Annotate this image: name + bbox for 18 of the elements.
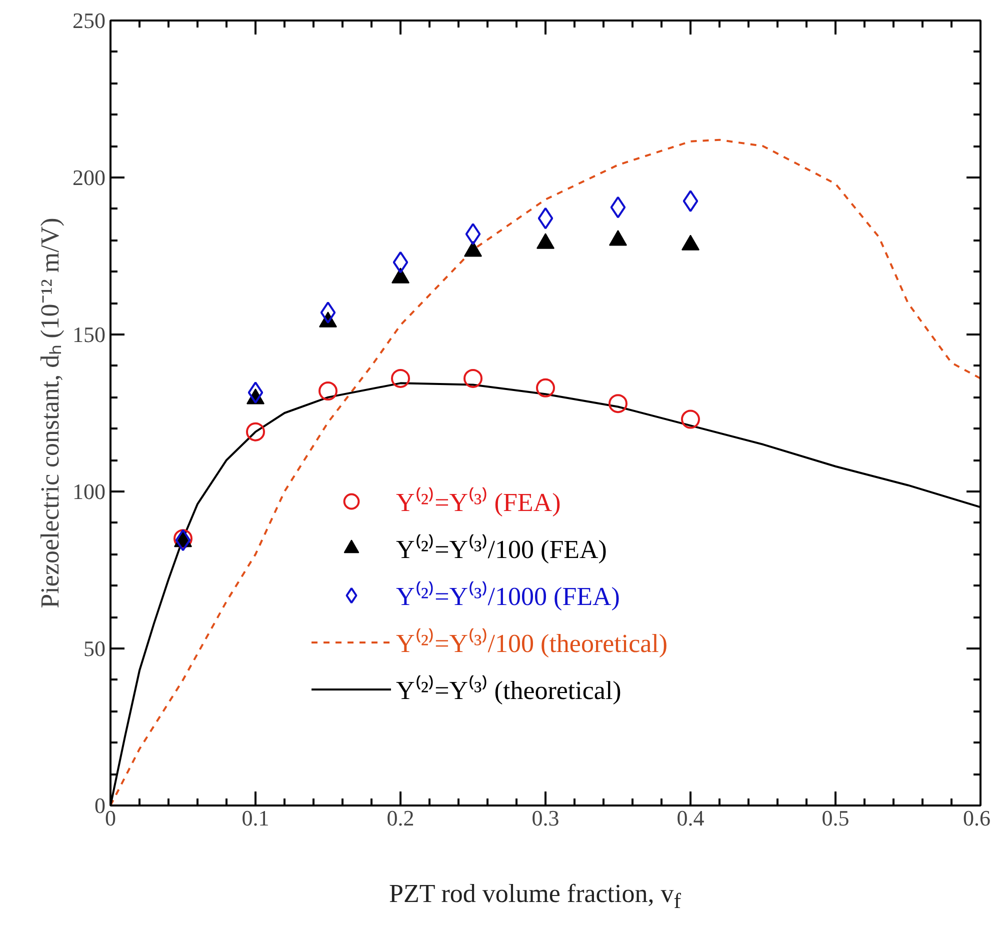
- y-tick-label: 200: [72, 165, 106, 190]
- x-tick-label: 0.4: [676, 806, 704, 830]
- x-axis-title: PZT rod volume fraction, v$_{f}$: [389, 878, 681, 916]
- legend-label: Y⁽²⁾=Y⁽³⁾ (theoretical): [396, 674, 622, 707]
- y-tick-label: 150: [72, 322, 106, 347]
- legend-label: Y⁽²⁾=Y⁽³⁾ (FEA): [396, 486, 561, 519]
- x-tick-label: 0.6: [963, 806, 990, 830]
- y-tick-label: 100: [72, 479, 106, 504]
- y-axis-title: Piezoelectric constant, dₕ (10⁻¹² m/V): [36, 218, 64, 608]
- x-tick-label: 0.5: [822, 806, 850, 830]
- x-tick-label: 0.3: [532, 806, 560, 830]
- legend-label: Y⁽²⁾=Y⁽³⁾/1000 (FEA): [396, 580, 620, 613]
- x-tick-label: 0.2: [386, 806, 414, 830]
- y-tick-label: 50: [84, 636, 106, 661]
- legend-label: Y⁽²⁾=Y⁽³⁾/100 (theoretical): [396, 627, 668, 660]
- y-tick-label: 250: [72, 8, 106, 33]
- legend-label: Y⁽²⁾=Y⁽³⁾/100 (FEA): [396, 533, 607, 566]
- x-tick-label: 0.1: [242, 806, 270, 830]
